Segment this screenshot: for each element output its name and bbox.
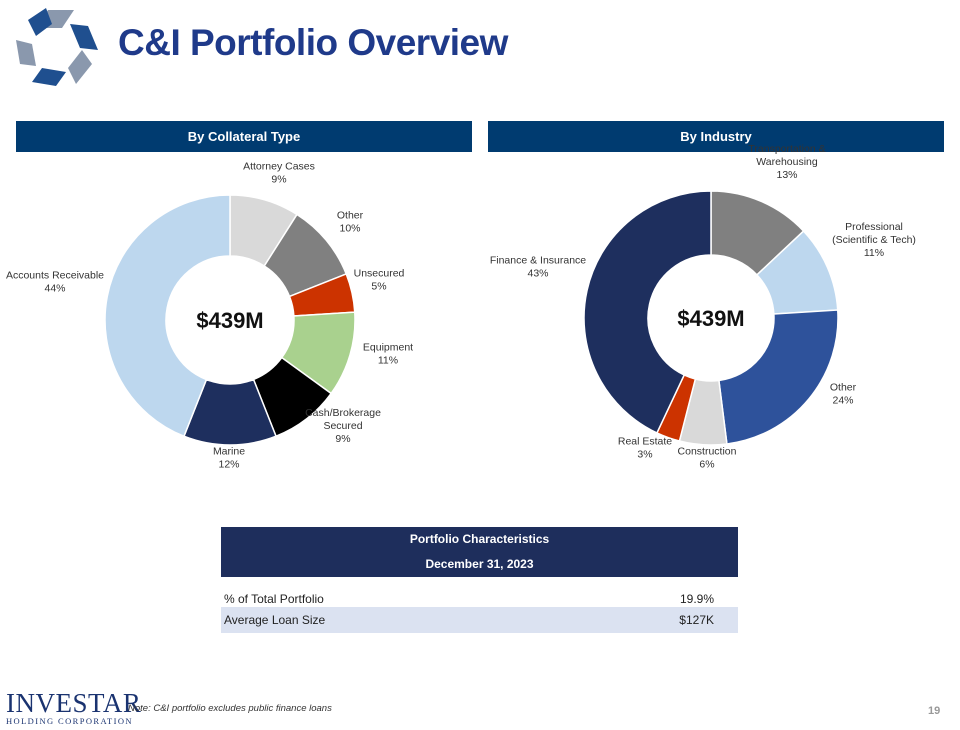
slice-label: Equipment 11% [363,342,413,367]
slice-label: Cash/Brokerage Secured 9% [305,407,381,445]
slice-label: Accounts Receivable 44% [6,270,104,295]
row-value: 19.9% [679,592,714,606]
total-center-label: $439M [677,306,744,331]
slice-label: Other 10% [337,210,364,235]
pie-slice [104,194,231,438]
slice-label: Real Estate 3% [618,436,672,461]
slice-label: Other 24% [830,382,857,407]
brand-name: INVESTAR [6,688,142,718]
slice-label: Professional (Scientific & Tech) 11% [832,221,916,259]
slice-label: Marine 12% [213,446,245,471]
table-row: % of Total Portfolio 19.9% [221,577,738,607]
page-number: 19 [928,705,941,717]
slice-label: Attorney Cases 9% [243,161,315,186]
row-value: $127K [679,613,714,627]
table-header-title: Portfolio Characteristics [409,532,550,546]
total-center-label: $439M [196,308,263,333]
donut-charts: Attorney Cases 9% Other 10% Unsecured 5% Equip… [6,143,916,471]
slice-label: Construction 6% [678,446,737,471]
pie-slice [718,309,839,445]
page-title: C&I Portfolio Overview [118,22,508,63]
table-header-date: December 31, 2023 [425,557,534,571]
brand-subtitle: HOLDING CORPORATION [6,716,133,726]
table-row: Average Loan Size $127K [221,607,738,633]
portfolio-characteristics-table: Portfolio Characteristics December 31, 2… [221,527,738,633]
pie-slice [583,190,712,434]
collateral-type-header: By Collateral Type [16,121,472,152]
star-logo-icon [16,8,98,86]
slice-label: Finance & Insurance 43% [490,255,586,280]
slice-label: Unsecured 5% [354,268,405,293]
row-label: Average Loan Size [224,613,326,627]
table-header: Portfolio Characteristics December 31, 2… [221,527,738,577]
footnote: Note: C&I portfolio excludes public fina… [128,703,332,714]
row-label: % of Total Portfolio [224,592,324,606]
company-logo: INVESTAR HOLDING CORPORATION [6,688,142,727]
industry-header: By Industry [488,121,944,152]
slice-label: Transportation & Warehousing 13% [748,143,825,181]
